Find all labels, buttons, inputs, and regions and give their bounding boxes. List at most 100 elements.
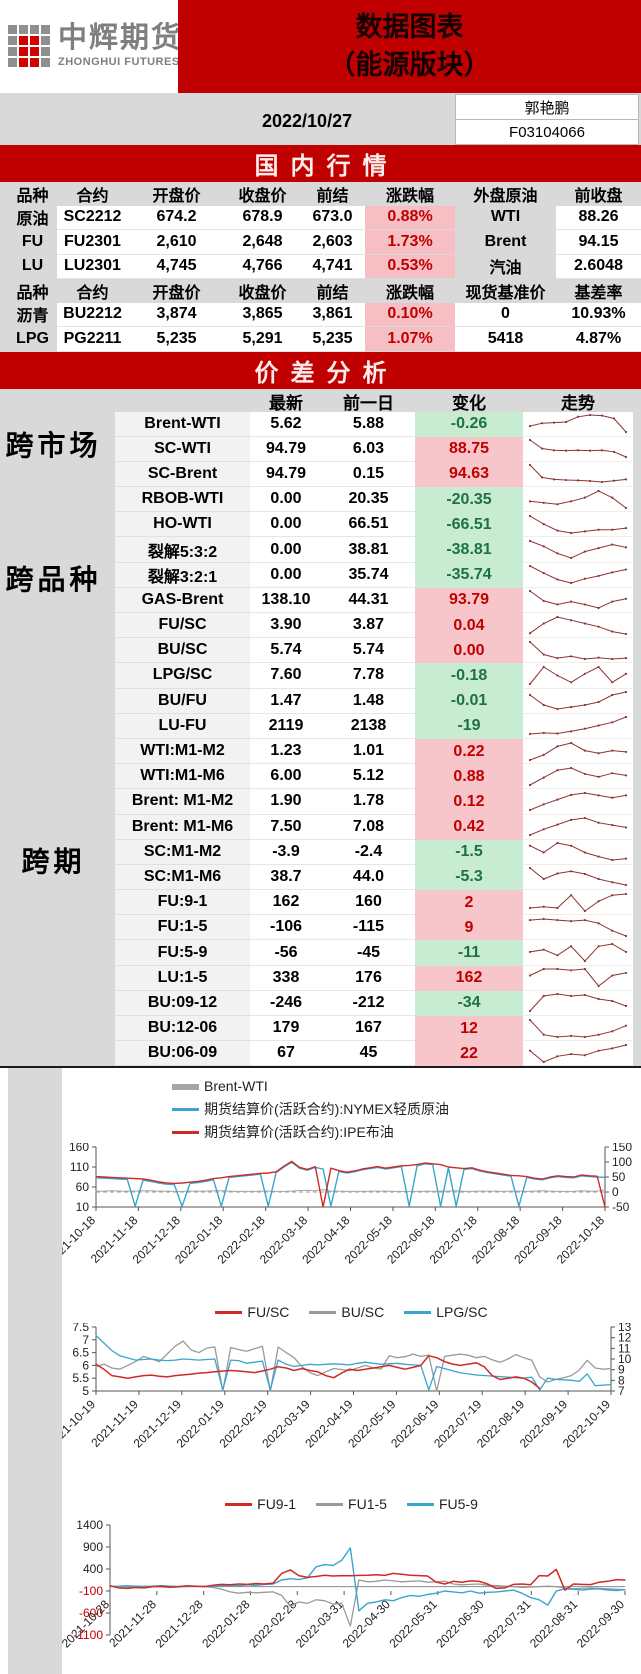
- sparkline: [528, 766, 628, 786]
- svg-text:5.5: 5.5: [72, 1372, 89, 1386]
- sparkline: [528, 968, 628, 988]
- svg-text:6.5: 6.5: [72, 1346, 89, 1360]
- spread-change: -66.51: [415, 512, 523, 538]
- market-row-cell: 0.10%: [365, 302, 455, 326]
- spread-change: 0.12: [415, 789, 523, 815]
- market-header-cell: 合约: [76, 284, 109, 302]
- logo-square: [41, 36, 50, 45]
- market-row-cell: 0: [455, 302, 556, 327]
- legend-swatch: [406, 1503, 434, 1507]
- spread-prev: 44.0: [322, 864, 415, 891]
- logo-square: [19, 47, 28, 56]
- svg-text:100: 100: [612, 1155, 632, 1169]
- logo-square: [41, 58, 50, 67]
- spread-prev: 66.51: [322, 512, 415, 538]
- spread-change: -19: [415, 713, 523, 739]
- spread-header-spacer: [8, 389, 115, 414]
- spread-latest: 67: [250, 1041, 322, 1067]
- spread-prev: 5.88: [322, 411, 415, 437]
- analyst-box: 郭艳鹏 F03104066: [455, 94, 639, 145]
- spread-change: -20.35: [415, 487, 523, 513]
- spread-group-cell: [8, 1016, 115, 1041]
- svg-text:5: 5: [82, 1384, 89, 1398]
- logo-square: [41, 25, 50, 34]
- section-spread-banner: 价差分析: [0, 351, 641, 389]
- spread-prev: 7.78: [322, 663, 415, 689]
- svg-text:2022-01-28: 2022-01-28: [199, 1597, 253, 1651]
- sparkline: [528, 892, 628, 912]
- svg-text:2022-03-31: 2022-03-31: [293, 1597, 347, 1651]
- spread-row-label: FU:5-9: [115, 940, 250, 966]
- spread-group-cell: [8, 890, 115, 915]
- svg-text:-100: -100: [79, 1584, 103, 1598]
- market-row-cell: 4,741: [300, 254, 365, 279]
- chart-ratio-block: FU/SC BU/SC LPG/SC 7.5 7 6.5 6 5.5 5 13 12 11 10 9 8 7…: [45, 1296, 641, 1488]
- market-header-cell: 基差率: [574, 284, 623, 302]
- spread-group-label: 跨品种: [5, 564, 102, 596]
- market-header-cell: 开盘价: [152, 284, 201, 302]
- spread-group-cell: [8, 815, 115, 840]
- svg-text:2022-07-31: 2022-07-31: [480, 1597, 534, 1651]
- market-row-cell: 4,766: [225, 254, 300, 279]
- spread-latest: 179: [250, 1016, 322, 1042]
- spread-row-label: SC-WTI: [115, 436, 250, 462]
- sparkline: [528, 615, 628, 635]
- spread-sparkline-cell: [523, 461, 633, 488]
- spread-latest: 0.00: [250, 562, 322, 588]
- logo-square: [41, 47, 50, 56]
- spread-group-cell: [8, 512, 115, 537]
- spread-latest: 7.50: [250, 814, 322, 840]
- spread-prev: 45: [322, 1041, 415, 1067]
- svg-text:9: 9: [618, 1363, 625, 1377]
- market-row-cell: 5,235: [300, 327, 365, 352]
- spread-header-cell: 最新: [269, 393, 303, 413]
- legend-label: FU9-1: [257, 1496, 297, 1513]
- sparkline: [528, 464, 628, 484]
- spread-sparkline-cell: [523, 512, 633, 538]
- spread-row-label: BU/SC: [115, 638, 250, 664]
- spread-group-cell: [8, 462, 115, 487]
- chart-fu-spread: 1400900400-100-600-11002021-10-282021-11…: [59, 1518, 628, 1651]
- spread-latest: 1.47: [250, 688, 322, 714]
- legend-swatch: [316, 1503, 344, 1507]
- spread-sparkline-cell: [523, 436, 633, 462]
- sparkline: [528, 942, 628, 963]
- market-row-cell: SC2212: [57, 205, 128, 230]
- sparkline: [528, 716, 628, 736]
- spread-sparkline-cell: [523, 1016, 633, 1042]
- spread-prev: 20.35: [322, 487, 415, 513]
- spread-prev: -2.4: [322, 839, 415, 865]
- market-header-cell: 前结: [316, 187, 349, 205]
- market-header-cell: 品种: [16, 284, 49, 302]
- logo-square: [30, 25, 39, 34]
- chart-ratio-legend: FU/SC BU/SC LPG/SC: [62, 1296, 641, 1323]
- spread-prev: -115: [322, 915, 415, 941]
- market-row-cell: 原油: [16, 211, 49, 229]
- market-row-cell: LPG: [16, 329, 49, 347]
- spread-latest: 0.00: [250, 487, 322, 513]
- spread-change: -0.26: [415, 411, 523, 437]
- legend-label: 期货结算价(活跃合约):IPE布油: [204, 1124, 394, 1141]
- spread-group-cell: [8, 689, 115, 714]
- svg-text:400: 400: [83, 1562, 103, 1576]
- market-row-cell: 5418: [455, 327, 556, 352]
- spread-latest: 5.62: [250, 411, 322, 437]
- brand-text: 中辉期货 ZHONGHUI FUTURES: [58, 24, 182, 69]
- spread-sparkline-cell: [523, 1041, 633, 1067]
- spread-change: 0.88: [415, 764, 523, 790]
- market-header-cell: 现货基准价: [465, 284, 546, 302]
- spread-change: 0.00: [415, 638, 523, 664]
- left-gray-strip: [8, 1068, 62, 1674]
- report-title-banner: 数据图表 （能源版块）: [178, 0, 641, 93]
- spread-row-label: Brent: M1-M2: [115, 789, 250, 815]
- logo-square: [19, 36, 28, 45]
- sparkline: [528, 539, 628, 560]
- spread-row-label: FU/SC: [115, 613, 250, 639]
- market-header-cell: 收盘价: [238, 284, 287, 302]
- spread-prev: 176: [322, 965, 415, 991]
- spread-prev: 160: [322, 890, 415, 916]
- spread-sparkline-cell: [523, 990, 633, 1016]
- market-header-cell: 收盘价: [238, 187, 287, 205]
- svg-text:2022-09-30: 2022-09-30: [574, 1597, 628, 1651]
- spread-latest: 3.90: [250, 613, 322, 639]
